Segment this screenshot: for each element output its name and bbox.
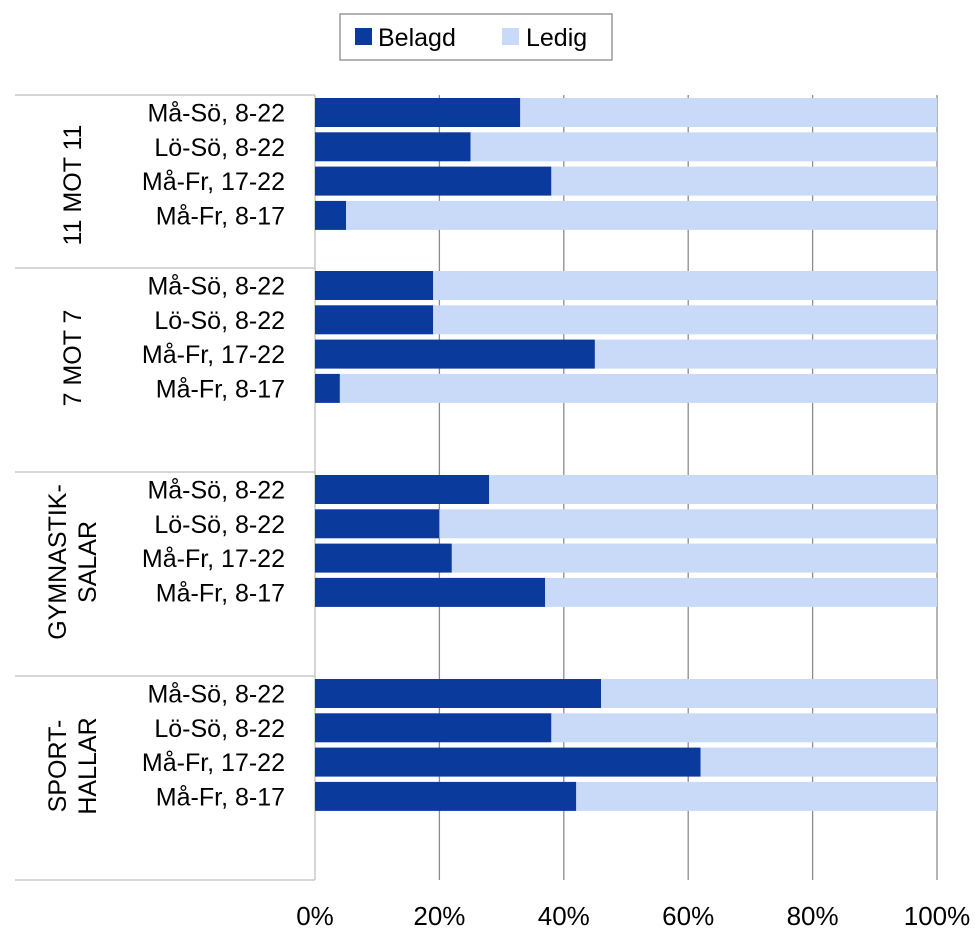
category-label: Lö-Sö, 8-22 [154, 307, 285, 335]
bar-belagd [315, 132, 471, 162]
bar-belagd [315, 475, 490, 504]
category-label: Må-Sö, 8-22 [147, 273, 285, 301]
x-tick-label: 80% [787, 901, 839, 931]
category-label: Må-Fr, 8-17 [156, 202, 285, 230]
bar-belagd [315, 577, 546, 607]
bars [315, 98, 938, 811]
bar-ledig [520, 98, 937, 127]
bar-belagd [315, 713, 552, 743]
group-label: 11 MOT 11 [59, 125, 87, 246]
bar-belagd [315, 166, 552, 196]
x-tick-label: 20% [413, 901, 465, 931]
group-label: SPORT-HALLAR [44, 717, 102, 814]
bar-belagd [315, 781, 577, 811]
category-label: Må-Fr, 8-17 [156, 375, 285, 403]
bar-ledig [346, 200, 938, 230]
bar-ledig [470, 132, 937, 162]
legend-label-belagd: Belagd [378, 24, 456, 52]
category-label: Lö-Sö, 8-22 [154, 715, 285, 743]
group-label-line: 7 MOT 7 [59, 310, 87, 407]
category-label: Må-Fr, 17-22 [142, 168, 285, 196]
group-label: GYMNASTIK-SALAR [44, 484, 102, 640]
bar-ledig [339, 373, 937, 403]
legend-swatch-belagd [355, 28, 372, 45]
group-label-line: SPORT- [44, 720, 72, 813]
bar-belagd [315, 339, 595, 369]
category-label: Må-Sö, 8-22 [147, 100, 285, 128]
bar-ledig [433, 305, 937, 335]
bar-belagd [315, 271, 434, 300]
category-labels: Må-Sö, 8-22 Lö-Sö, 8-22 Må-Fr, 17-22 Må-Fr,… [142, 100, 285, 812]
group-label: 7 MOT 7 [59, 310, 87, 407]
group-label-line: GYMNASTIK- [44, 484, 72, 640]
x-tick-label: 60% [662, 901, 714, 931]
bar-ledig [489, 475, 937, 504]
bar-ledig [451, 543, 937, 573]
bar-belagd [315, 679, 602, 708]
group-label-line: 11 MOT 11 [59, 125, 87, 246]
legend-swatch-ledig [502, 28, 519, 45]
bar-belagd [315, 543, 452, 573]
bar-ledig [700, 747, 937, 777]
bar-belagd [315, 373, 340, 403]
category-label: Må-Sö, 8-22 [147, 681, 285, 709]
bar-belagd [315, 98, 521, 127]
category-label: Lö-Sö, 8-22 [154, 511, 285, 539]
bar-ledig [439, 509, 937, 539]
x-tick-label: 0% [296, 901, 334, 931]
x-axis-tick-labels: 0% 20% 40% 60% 80% 100% [296, 901, 970, 931]
bar-ledig [551, 713, 937, 743]
legend-label-ledig: Ledig [526, 24, 587, 52]
legend-box [339, 13, 613, 61]
bar-ledig [601, 679, 937, 708]
category-label: Må-Fr, 17-22 [142, 341, 285, 369]
bar-ledig [594, 339, 937, 369]
bar-ledig [545, 577, 937, 607]
group-label-line: SALAR [74, 521, 102, 603]
category-label: Må-Fr, 8-17 [156, 579, 285, 607]
bar-ledig [433, 271, 937, 300]
x-tick-label: 40% [538, 901, 590, 931]
category-label: Må-Sö, 8-22 [147, 477, 285, 505]
category-label: Må-Fr, 17-22 [142, 545, 285, 573]
category-label: Må-Fr, 8-17 [156, 783, 285, 811]
bar-ledig [576, 781, 937, 811]
legend: Belagd Ledig [339, 13, 613, 61]
x-tick-label: 100% [904, 901, 971, 931]
bar-belagd [315, 747, 701, 777]
bar-belagd [315, 200, 347, 230]
group-label-line: HALLAR [74, 717, 102, 814]
group-labels: 11 MOT 11 7 MOT 7 GYMNASTIK-SALAR SPORT-HAL… [44, 125, 102, 815]
bar-ledig [551, 166, 937, 196]
category-label: Lö-Sö, 8-22 [154, 134, 285, 162]
category-label: Må-Fr, 17-22 [142, 749, 285, 777]
bar-belagd [315, 305, 434, 335]
bar-belagd [315, 509, 440, 539]
